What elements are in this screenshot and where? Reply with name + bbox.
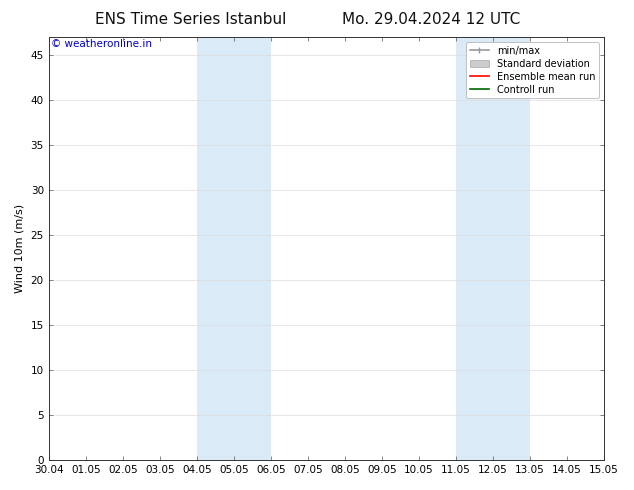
Legend: min/max, Standard deviation, Ensemble mean run, Controll run: min/max, Standard deviation, Ensemble me… bbox=[466, 42, 599, 98]
Text: © weatheronline.in: © weatheronline.in bbox=[51, 39, 152, 49]
Text: ENS Time Series Istanbul: ENS Time Series Istanbul bbox=[94, 12, 286, 27]
Y-axis label: Wind 10m (m/s): Wind 10m (m/s) bbox=[15, 204, 25, 293]
Text: Mo. 29.04.2024 12 UTC: Mo. 29.04.2024 12 UTC bbox=[342, 12, 521, 27]
Bar bbox=[197, 37, 271, 460]
Bar bbox=[456, 37, 530, 460]
